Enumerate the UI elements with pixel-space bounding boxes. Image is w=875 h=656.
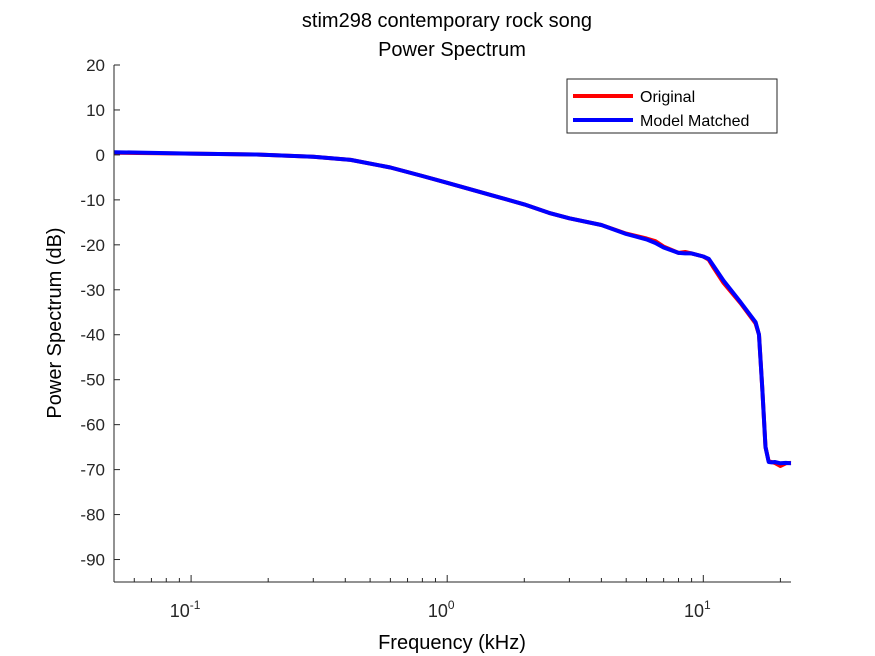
x-axis-label: Frequency (kHz) [378,632,526,654]
y-ticks: 20 10 0 -10 -20 -30 -40 -50 -60 -70 -80 -90 [80,56,120,570]
legend: Original Model Matched [566,78,778,134]
series-line-model-matched [113,150,792,466]
y-tick-label: -10 [80,191,105,210]
legend-box [566,78,778,134]
series-layer [113,150,792,468]
legend-label-model-matched: Model Matched [640,113,749,130]
y-tick-label: -50 [80,371,105,390]
y-tick-label: -90 [80,551,105,570]
x-tick-label: 100 [428,598,455,621]
y-tick-label: -20 [80,236,105,255]
x-ticks: 10-1 100 101 [113,575,781,621]
y-tick-label: -40 [80,326,105,345]
x-tick-label: 101 [684,598,711,621]
plot-area [114,65,791,582]
chart-title-line1: stim298 contemporary rock song [302,10,592,32]
y-tick-label: -60 [80,416,105,435]
legend-label-original: Original [640,89,695,106]
y-tick-label: -70 [80,461,105,480]
y-tick-label: -80 [80,506,105,525]
y-tick-label: -30 [80,281,105,300]
y-tick-label: 10 [86,101,105,120]
y-tick-label: 0 [96,146,105,165]
y-axis-label: Power Spectrum (dB) [44,227,66,418]
chart-title-line2: Power Spectrum [378,39,526,61]
x-tick-label: 10-1 [170,598,201,621]
y-tick-label: 20 [86,56,105,75]
